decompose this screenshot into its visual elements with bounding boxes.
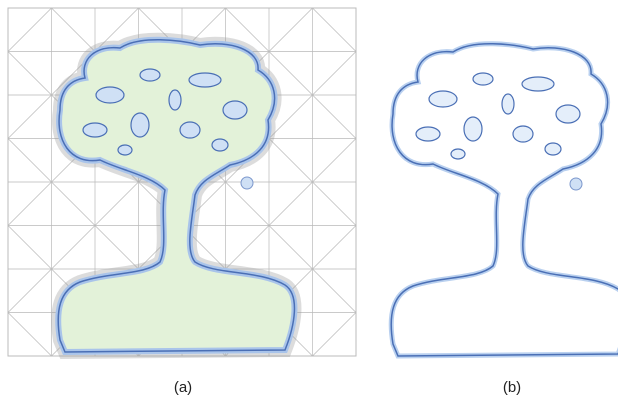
- panel-a: [8, 8, 356, 356]
- panel-label: (b): [503, 379, 521, 396]
- page: (a) (b) (() => { const data = JSON.parse…: [0, 0, 618, 411]
- leaf-spot: [241, 177, 253, 189]
- panel-b: [391, 44, 618, 356]
- crown-holes: [416, 73, 580, 159]
- leaf-spot: [570, 178, 582, 190]
- tree-outline: [391, 44, 618, 356]
- tree-halo: [391, 44, 618, 356]
- panel-label: (a): [174, 379, 192, 396]
- figure: (a) (b): [0, 0, 618, 411]
